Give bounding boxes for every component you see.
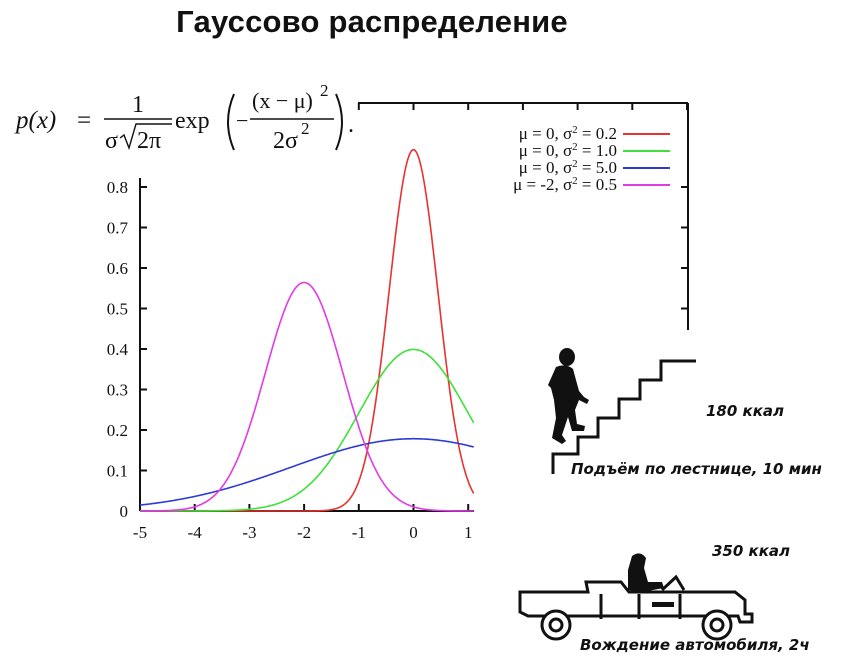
x-tick-label: 0 xyxy=(409,523,418,542)
formula-exp-numerator: (x − μ) xyxy=(252,88,313,113)
formula-exp-den-power: 2 xyxy=(301,119,310,138)
legend: μ = 0, σ2 = 0.2μ = 0, σ2 = 1.0μ = 0, σ2 … xyxy=(513,124,670,194)
formula-minus: − xyxy=(236,108,248,133)
y-tick-label: 0.2 xyxy=(107,421,128,440)
y-tick-label: 0.8 xyxy=(107,178,128,197)
page-title: Гауссово распределение xyxy=(0,4,854,40)
y-axis-labels: 0 0.1 0.2 0.3 0.4 0.5 0.6 0.7 0.8 xyxy=(107,178,129,521)
y-tick-label: 0.1 xyxy=(107,462,128,481)
calorie-illustration: 180 ккал Подъём по лестнице, 10 мин 350 … xyxy=(518,348,822,654)
y-tick-label: 0.3 xyxy=(107,381,128,400)
curves xyxy=(139,148,475,512)
curve-line xyxy=(140,281,474,512)
formula-period: . xyxy=(348,112,354,138)
x-tick-label: -2 xyxy=(297,523,311,542)
formula-equals: = xyxy=(77,107,91,134)
x-tick-label: -1 xyxy=(352,523,366,542)
formula-lhs: p(x) xyxy=(14,107,56,134)
y-tick-label: 0.7 xyxy=(107,219,129,238)
legend-label: μ = 0, σ2 = 0.2 xyxy=(519,124,617,143)
page-title-text: Гауссово распределение xyxy=(176,4,568,39)
legend-label: μ = 0, σ2 = 5.0 xyxy=(519,158,617,177)
x-tick-label: -5 xyxy=(133,523,147,542)
stairs-icon xyxy=(551,359,696,474)
y-tick-label: 0.4 xyxy=(107,340,129,359)
driver-icon xyxy=(628,553,674,607)
curve-line xyxy=(140,148,475,512)
x-axis-labels: -5 -4 -3 -2 -1 0 1 xyxy=(133,523,473,542)
formula-numerator: 1 xyxy=(132,92,144,118)
x-tick-label: -3 xyxy=(242,523,256,542)
y-tick-label: 0.5 xyxy=(107,300,128,319)
curve-line xyxy=(140,348,475,512)
legend-label: μ = -2, σ2 = 0.5 xyxy=(513,175,617,194)
y-tick-label: 0 xyxy=(120,502,129,521)
x-tick-label: -4 xyxy=(188,523,203,542)
person-climbing-icon xyxy=(548,348,589,444)
formula-exp-denominator: 2σ xyxy=(273,128,298,154)
formula-exp: exp xyxy=(175,108,210,134)
gaussian-formula: p(x) = 1 σ 2π exp − (x − μ) 2 2σ 2 . xyxy=(14,82,354,154)
car-kcal: 350 ккал xyxy=(712,542,790,560)
formula-root: 2π xyxy=(137,128,161,154)
stairs-kcal: 180 ккал xyxy=(706,402,784,420)
car-caption: Вождение автомобиля, 2ч xyxy=(580,636,810,654)
x-tick-label: 1 xyxy=(464,523,473,542)
y-tick-label: 0.6 xyxy=(107,259,128,278)
legend-label: μ = 0, σ2 = 1.0 xyxy=(519,141,617,160)
curve-line xyxy=(139,437,474,506)
car-icon xyxy=(518,574,754,641)
formula-sigma: σ xyxy=(105,128,118,154)
formula-exp-num-power: 2 xyxy=(320,82,329,100)
stairs-caption: Подъём по лестнице, 10 мин xyxy=(571,460,822,478)
